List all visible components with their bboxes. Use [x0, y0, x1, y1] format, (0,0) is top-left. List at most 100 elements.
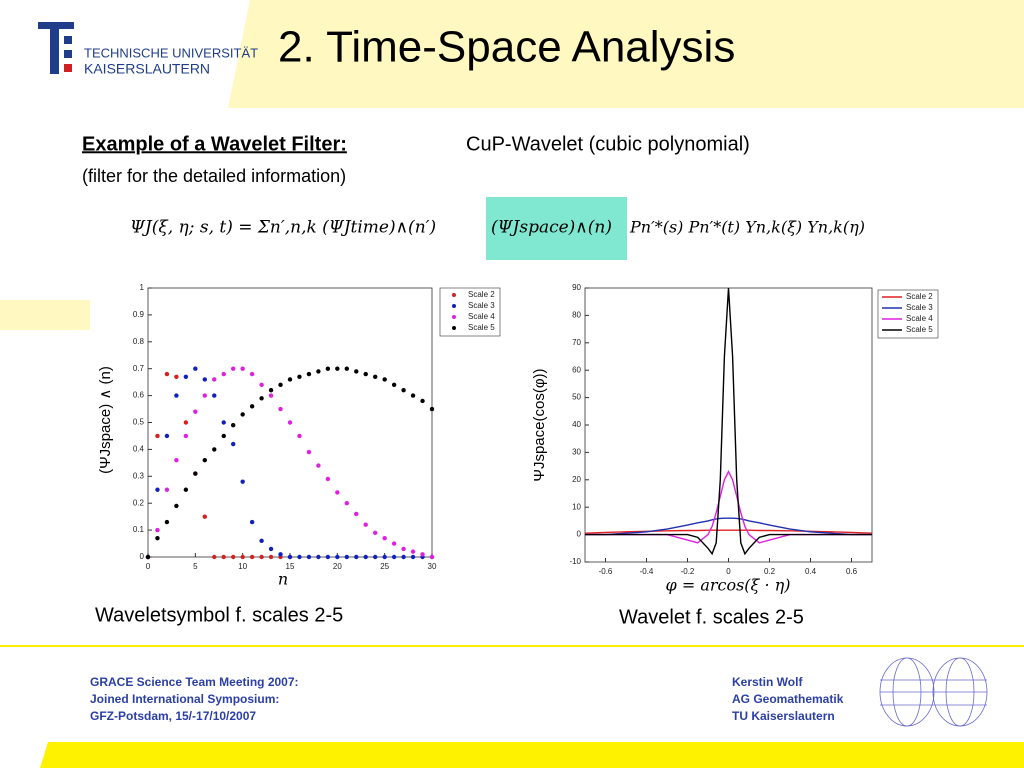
y-tick-label: 90 — [572, 283, 581, 292]
footer-rule — [0, 645, 1024, 647]
y-tick-label: 30 — [572, 448, 581, 457]
data-point — [193, 409, 198, 414]
logo-text: TECHNISCHE UNIVERSITÄT — [84, 45, 258, 60]
data-point — [297, 374, 302, 379]
legend-label: Scale 4 — [906, 314, 933, 323]
data-point — [344, 501, 349, 506]
x-tick-label: 10 — [238, 562, 247, 571]
formula: (ΨJspace)∧(n) — [491, 218, 612, 238]
data-point — [231, 554, 236, 560]
data-line — [585, 517, 872, 536]
data-point — [249, 404, 255, 409]
data-point — [174, 374, 179, 379]
y-tick-label: -10 — [569, 557, 581, 566]
legend-label: Scale 5 — [906, 325, 933, 334]
x-tick-label: 0 — [146, 562, 151, 571]
data-point — [174, 393, 179, 398]
data-point — [259, 396, 264, 401]
data-point — [174, 457, 179, 463]
data-point — [316, 554, 321, 560]
data-point — [335, 366, 340, 371]
y-tick-label: 0.8 — [133, 337, 145, 346]
data-point — [249, 371, 255, 377]
x-tick-label: -0.2 — [681, 567, 695, 576]
slide-title: 2. Time-Space Analysis — [278, 23, 735, 72]
y-tick-label: 70 — [572, 338, 581, 347]
data-line — [584, 529, 873, 534]
x-tick-label: 20 — [333, 562, 342, 571]
x-tick-label: 0.4 — [805, 567, 817, 576]
legend-marker — [452, 304, 456, 308]
data-point — [240, 554, 245, 560]
footer-text: GFZ-Potsdam, 15/-17/10/2007 — [90, 709, 256, 723]
logo — [38, 22, 74, 74]
data-point — [231, 366, 236, 371]
y-axis-label: ΨJspace(cos(φ)) — [531, 368, 548, 481]
data-point — [373, 374, 378, 379]
data-point — [259, 554, 264, 560]
data-point — [202, 457, 207, 463]
data-point — [240, 366, 245, 371]
data-point — [212, 554, 217, 560]
footer-text: AG Geomathematik — [732, 692, 844, 706]
data-point — [183, 420, 189, 425]
y-tick-label: 80 — [572, 311, 581, 320]
data-point — [335, 490, 340, 495]
y-tick-label: 0.1 — [133, 525, 145, 534]
data-point — [287, 420, 293, 425]
footer-text: TU Kaiserslautern — [732, 709, 835, 723]
globe-icon — [879, 657, 988, 727]
y-tick-label: 10 — [572, 502, 581, 511]
data-point — [363, 554, 368, 560]
x-tick-label: 0.2 — [764, 567, 776, 576]
footer-text: Joined International Symposium: — [90, 692, 279, 706]
data-point — [410, 393, 416, 398]
data-point — [278, 552, 283, 557]
data-point — [429, 554, 435, 560]
data-point — [297, 554, 302, 560]
data-point — [155, 535, 160, 541]
y-axis-label: (ΨJspace) ∧ (n) — [97, 366, 114, 474]
data-point — [278, 382, 283, 388]
data-point — [382, 535, 387, 541]
formula-highlight — [486, 197, 627, 260]
data-point — [316, 463, 321, 468]
data-point — [344, 554, 349, 560]
data-point — [344, 366, 349, 371]
legend-label: Scale 5 — [468, 323, 495, 332]
y-tick-label: 0.7 — [133, 364, 145, 373]
data-point — [268, 546, 274, 552]
legend-label: Scale 2 — [906, 292, 933, 301]
y-tick-label: 0.9 — [133, 310, 145, 319]
data-point — [240, 479, 245, 484]
data-point — [373, 554, 378, 560]
data-point — [164, 371, 170, 377]
data-point — [287, 554, 293, 560]
data-point — [306, 371, 312, 377]
data-point — [221, 371, 226, 377]
footer-text: Kerstin Wolf — [732, 675, 803, 689]
data-point — [183, 374, 189, 379]
y-tick-label: 0.3 — [133, 471, 145, 480]
data-point — [325, 554, 331, 560]
y-tick-label: 0.2 — [133, 498, 145, 507]
plot-frame — [584, 287, 873, 563]
data-point — [221, 554, 226, 560]
data-point — [325, 366, 331, 371]
data-point — [164, 433, 170, 439]
intro-text: CuP-Wavelet (cubic polynomial) — [466, 133, 750, 155]
data-point — [401, 546, 406, 552]
x-tick-label: 25 — [380, 562, 389, 571]
data-point — [325, 476, 331, 482]
y-tick-label: 0.5 — [133, 418, 145, 427]
data-line — [585, 287, 872, 556]
data-point — [249, 554, 255, 560]
legend-marker — [452, 293, 456, 297]
data-point — [212, 393, 217, 398]
legend-label: Scale 3 — [468, 301, 495, 310]
data-point — [306, 449, 312, 455]
logo-text: KAISERSLAUTERN — [84, 61, 210, 77]
data-point — [363, 371, 368, 377]
y-tick-label: 40 — [572, 420, 581, 429]
data-point — [401, 554, 406, 560]
